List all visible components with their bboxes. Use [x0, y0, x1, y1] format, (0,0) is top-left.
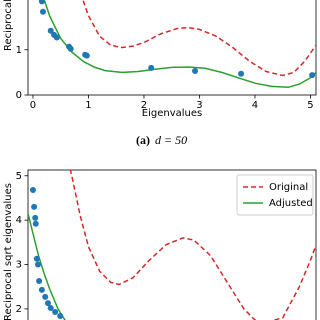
data-point [309, 72, 316, 79]
data-point [238, 70, 245, 77]
series-line [28, 213, 66, 320]
data-point [39, 8, 46, 15]
legend-label: Original [269, 182, 308, 193]
plot-area [38, 0, 316, 89]
x-tick-label: 5 [307, 100, 313, 111]
plot-frame [27, 169, 317, 320]
data-point [44, 300, 51, 307]
data-point [32, 214, 39, 221]
data-point [83, 52, 90, 59]
caption-label: (a) [136, 133, 150, 147]
data-point [32, 220, 39, 227]
caption-text: d = 50 [155, 133, 187, 147]
data-point [192, 68, 199, 75]
series-line [82, 0, 316, 77]
y-axis-label: Reciprocal sqrt eigenvalues [3, 183, 14, 320]
legend-box [236, 174, 314, 216]
data-point [47, 305, 54, 312]
data-point [47, 27, 54, 34]
y-tick-label: 3 [16, 260, 22, 271]
y-tick-label: 0 [16, 90, 22, 101]
data-point [29, 186, 36, 193]
data-point [38, 286, 45, 293]
data-point [53, 34, 60, 41]
plot-frame [27, 0, 317, 96]
plot-area [28, 170, 316, 320]
legend-label: Adjusted [269, 198, 313, 209]
data-point [31, 203, 38, 210]
y-axis-label: Reciprocal sqrt eigenvalues [3, 0, 14, 51]
y-tick-label: 5 [16, 171, 22, 182]
data-point [36, 277, 43, 284]
series-line [43, 0, 316, 89]
x-axis-label: Eigenvalues [142, 108, 202, 119]
x-tick-label: 3 [196, 100, 202, 111]
y-tick-label: 2 [16, 304, 22, 315]
data-point [148, 64, 155, 71]
x-tick-label: 4 [252, 100, 258, 111]
data-point [57, 313, 64, 320]
x-tick-label: 1 [85, 100, 91, 111]
data-point [34, 261, 41, 268]
data-point [42, 293, 49, 300]
data-point [52, 309, 59, 316]
x-tick-label: 2 [141, 100, 147, 111]
y-tick-label: 1 [16, 45, 22, 56]
series-line [69, 170, 316, 320]
data-point [67, 45, 74, 52]
x-tick-label: 0 [30, 100, 36, 111]
y-tick-label: 4 [16, 215, 22, 226]
data-point [38, 0, 45, 5]
data-point [33, 255, 40, 262]
